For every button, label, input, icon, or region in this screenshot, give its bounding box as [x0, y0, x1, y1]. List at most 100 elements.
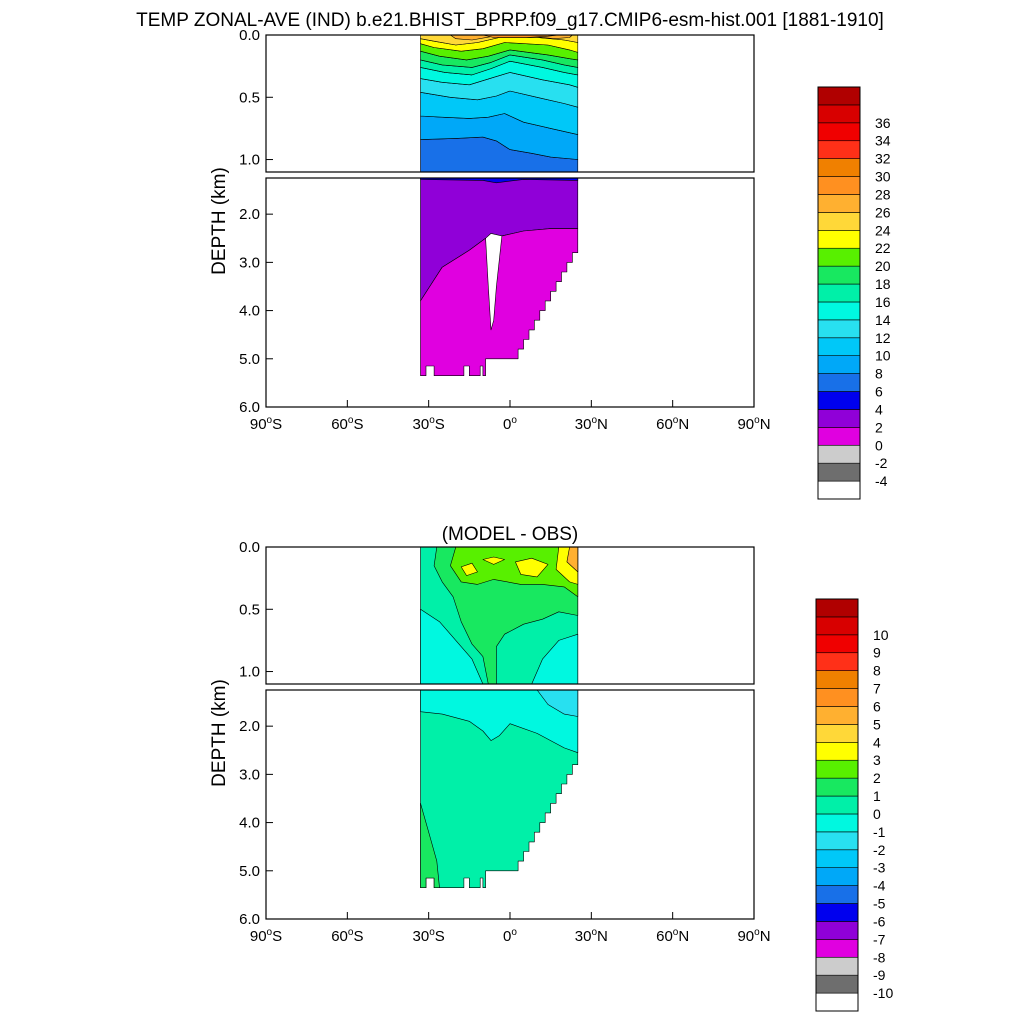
colorbar-label: 6 [873, 698, 881, 714]
panel-subtitle: (MODEL - OBS) [442, 524, 579, 545]
colorbar-label: 10 [873, 627, 889, 643]
colorbar-box [815, 974, 859, 994]
contour-band-upper-7 [566, 547, 579, 573]
colorbar-box [815, 652, 859, 671]
colorbar-label: 12 [875, 330, 891, 346]
colorbar-label: 14 [875, 312, 891, 328]
colorbar-label: 3 [873, 752, 881, 768]
contour-band-upper-3 [482, 556, 505, 565]
colorbar-label: -4 [875, 473, 888, 489]
colorbar-box [815, 688, 859, 707]
colorbar-box [817, 409, 861, 428]
colorbar-label: 22 [875, 240, 891, 256]
colorbar-box [815, 742, 859, 761]
colorbar-box [817, 391, 861, 410]
colorbar-box [817, 230, 861, 249]
colorbar-box [817, 301, 861, 321]
contour-band-lower-3 [420, 802, 440, 889]
colorbar-label: 1 [873, 788, 881, 804]
colorbar-label: -6 [873, 913, 886, 929]
colorbar-box [817, 212, 861, 231]
x-tick-label: 60oN [656, 415, 689, 433]
colorbar-label: -4 [873, 878, 886, 894]
figure-title: TEMP ZONAL-AVE (IND) b.e21.BHIST_BPRP.f0… [136, 10, 884, 31]
colorbar-frame [817, 86, 861, 500]
colorbar-label: -8 [873, 949, 886, 965]
y-tick-label: 2.0 [239, 718, 260, 735]
y-tick-label: 1.0 [239, 152, 260, 169]
colorbar-box [815, 831, 859, 851]
colorbar-box [815, 670, 859, 689]
colorbar-box [817, 355, 861, 374]
colorbar-label: 4 [875, 401, 883, 417]
colorbar-box [817, 265, 861, 285]
colorbar-box [817, 337, 861, 356]
plot-frame-upper [265, 546, 755, 685]
colorbar-box [817, 427, 861, 446]
colorbar-label: -1 [873, 824, 886, 840]
colorbar-box [817, 158, 861, 177]
colorbar-label: 30 [875, 169, 891, 185]
contour-band-upper-4 [515, 557, 549, 578]
colorbar-box [815, 992, 859, 1012]
contour-band-upper-11 [482, 35, 560, 38]
colorbar-label: 26 [875, 204, 891, 220]
x-tick-label: 30oN [575, 415, 608, 433]
colorbar-label: -3 [873, 860, 886, 876]
colorbar-box [817, 462, 861, 482]
contour-fills-upper [420, 35, 579, 172]
colorbar-label: 8 [873, 663, 881, 679]
y-tick-label: 0.0 [239, 539, 260, 556]
colorbar-box [815, 759, 859, 779]
colorbar-label: 32 [875, 151, 891, 167]
colorbar-label: -9 [873, 967, 886, 983]
colorbar-box [817, 104, 861, 124]
colorbar-label: 34 [875, 133, 891, 149]
y-tick-label: 3.0 [239, 254, 260, 271]
x-tick-label: 90oS [250, 415, 282, 433]
x-tick-label: 60oS [331, 927, 363, 945]
colorbar-box [817, 176, 861, 195]
x-tick-label: 30oN [575, 927, 608, 945]
colorbar-label: -5 [873, 896, 886, 912]
x-tick-label: 60oS [331, 415, 363, 433]
y-tick-label: 5.0 [239, 863, 260, 880]
colorbar-box [815, 706, 859, 725]
colorbar-label: -2 [873, 842, 886, 858]
x-tick-label: 30oS [413, 415, 445, 433]
colorbar-box [815, 634, 859, 654]
colorbar-box [815, 598, 859, 618]
y-tick-label: 0.0 [239, 27, 260, 44]
contour-band-lower-1 [420, 690, 579, 754]
x-tick-label: 60oN [656, 927, 689, 945]
y-tick-label: 6.0 [239, 399, 260, 416]
y-axis-label: DEPTH (km) [209, 679, 230, 787]
colorbar-label: 28 [875, 186, 891, 202]
colorbar-label: 2 [875, 419, 883, 435]
y-tick-label: 6.0 [239, 911, 260, 928]
colorbar-label: 36 [875, 115, 891, 131]
colorbar-label: 7 [873, 681, 881, 697]
colorbar-box [817, 86, 861, 106]
y-tick-label: 4.0 [239, 815, 260, 832]
colorbar-box [815, 724, 859, 743]
y-tick-label: 5.0 [239, 351, 260, 368]
colorbar-box [815, 616, 859, 636]
colorbar-label: -10 [873, 985, 893, 1001]
x-tick-label: 90oS [250, 927, 282, 945]
colorbar-label: -2 [875, 455, 888, 471]
colorbar-box [815, 903, 859, 922]
colorbar-box [815, 867, 859, 886]
y-tick-label: 0.5 [239, 601, 260, 618]
y-tick-label: 3.0 [239, 766, 260, 783]
contour-band-lower-0 [420, 690, 579, 889]
colorbar-box [817, 283, 861, 303]
colorbar-frame [815, 598, 859, 1012]
y-tick-label: 0.5 [239, 89, 260, 106]
colorbar-label: 2 [873, 770, 881, 786]
colorbar-label: 6 [875, 384, 883, 400]
